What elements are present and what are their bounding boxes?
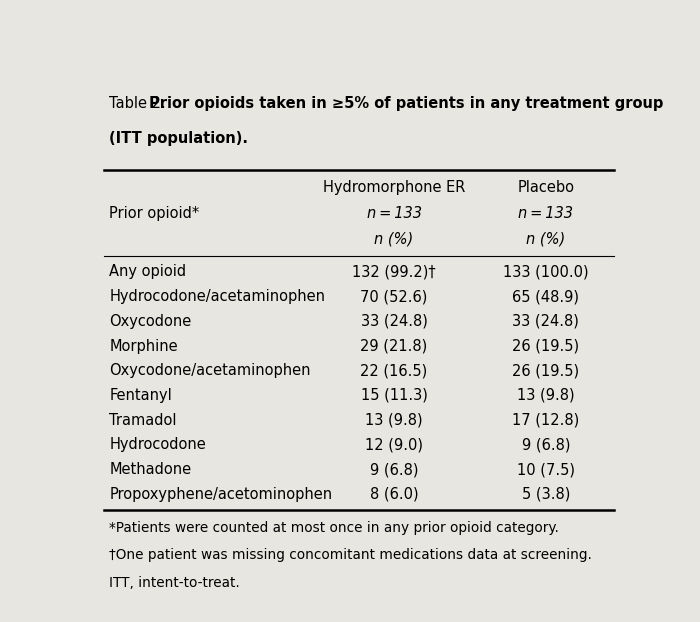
Text: *Patients were counted at most once in any prior opioid category.: *Patients were counted at most once in a…	[109, 521, 559, 535]
Text: 26 (19.5): 26 (19.5)	[512, 363, 580, 378]
Text: 70 (52.6): 70 (52.6)	[360, 289, 428, 304]
Text: Propoxyphene/acetominophen: Propoxyphene/acetominophen	[109, 487, 332, 502]
Text: Oxycodone/acetaminophen: Oxycodone/acetaminophen	[109, 363, 311, 378]
Text: Placebo: Placebo	[517, 180, 575, 195]
Text: Morphine: Morphine	[109, 338, 178, 353]
Text: 12 (9.0): 12 (9.0)	[365, 437, 423, 452]
Text: Hydrocodone: Hydrocodone	[109, 437, 206, 452]
Text: Hydrocodone/acetaminophen: Hydrocodone/acetaminophen	[109, 289, 326, 304]
Text: n = 133: n = 133	[367, 206, 421, 221]
Text: 10 (7.5): 10 (7.5)	[517, 462, 575, 477]
Text: Oxycodone: Oxycodone	[109, 313, 191, 329]
Text: Fentanyl: Fentanyl	[109, 388, 172, 403]
Text: 8 (6.0): 8 (6.0)	[370, 487, 419, 502]
Text: 13 (9.8): 13 (9.8)	[365, 412, 423, 428]
Text: 132 (99.2)†: 132 (99.2)†	[352, 264, 436, 279]
Text: 13 (9.8): 13 (9.8)	[517, 388, 575, 403]
Text: 133 (100.0): 133 (100.0)	[503, 264, 589, 279]
Text: 9 (6.8): 9 (6.8)	[522, 437, 570, 452]
Text: 5 (3.8): 5 (3.8)	[522, 487, 570, 502]
Text: 17 (12.8): 17 (12.8)	[512, 412, 580, 428]
Text: 29 (21.8): 29 (21.8)	[360, 338, 428, 353]
Text: 33 (24.8): 33 (24.8)	[512, 313, 580, 329]
Text: †One patient was missing concomitant medications data at screening.: †One patient was missing concomitant med…	[109, 549, 592, 562]
Text: 33 (24.8): 33 (24.8)	[360, 313, 428, 329]
Text: Hydromorphone ER: Hydromorphone ER	[323, 180, 466, 195]
Text: Prior opioid*: Prior opioid*	[109, 205, 200, 221]
Text: n (%): n (%)	[526, 232, 566, 247]
Text: 9 (6.8): 9 (6.8)	[370, 462, 419, 477]
Text: n = 133: n = 133	[519, 206, 573, 221]
Text: Tramadol: Tramadol	[109, 412, 176, 428]
Text: 22 (16.5): 22 (16.5)	[360, 363, 428, 378]
Text: 65 (48.9): 65 (48.9)	[512, 289, 580, 304]
Text: n (%): n (%)	[374, 232, 414, 247]
Text: Methadone: Methadone	[109, 462, 191, 477]
Text: (ITT population).: (ITT population).	[109, 131, 248, 146]
Text: Any opioid: Any opioid	[109, 264, 186, 279]
Text: 26 (19.5): 26 (19.5)	[512, 338, 580, 353]
Text: Table 2.: Table 2.	[109, 96, 175, 111]
Text: 15 (11.3): 15 (11.3)	[360, 388, 428, 403]
Text: ITT, intent-to-treat.: ITT, intent-to-treat.	[109, 575, 240, 590]
Text: Prior opioids taken in ≥5% of patients in any treatment group: Prior opioids taken in ≥5% of patients i…	[149, 96, 663, 111]
